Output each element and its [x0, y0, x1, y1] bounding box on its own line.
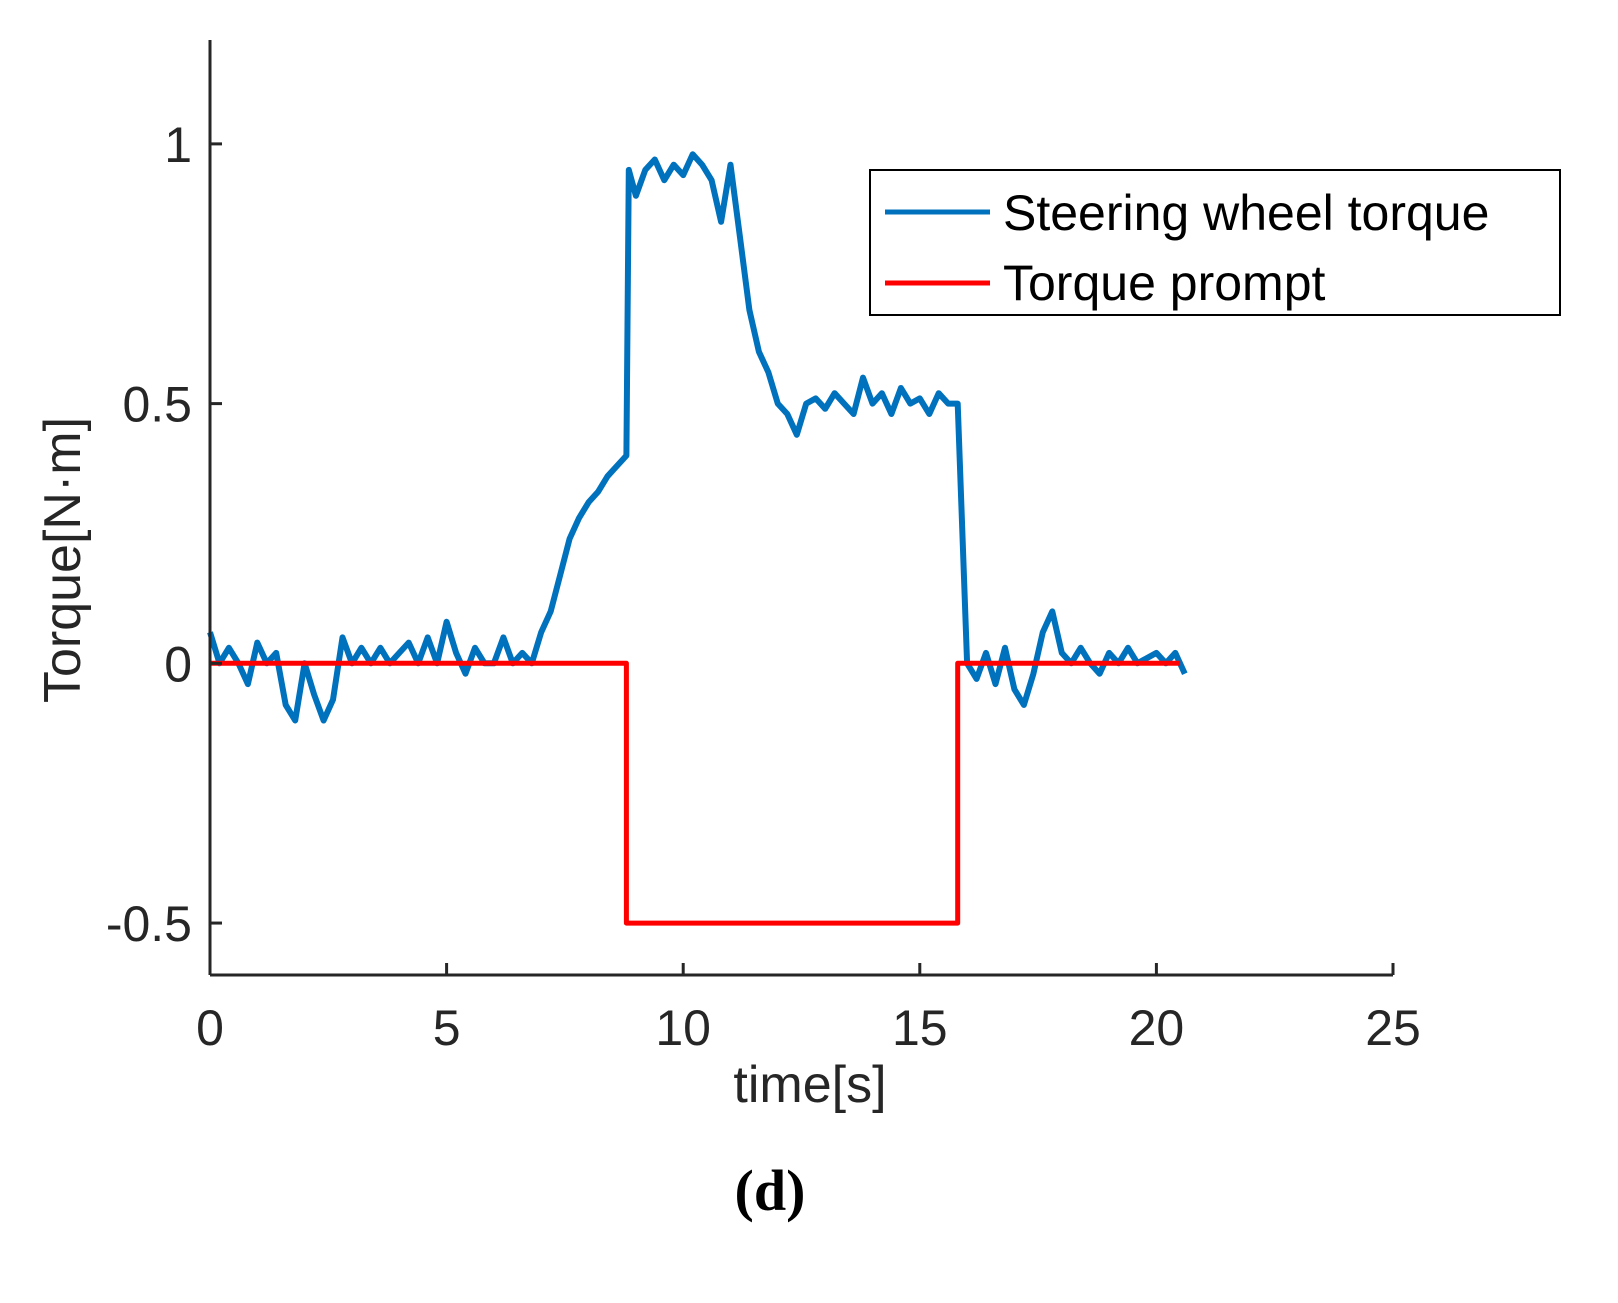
y-tick-label: 0.5: [122, 377, 192, 433]
y-tick-label: 0: [164, 636, 192, 692]
x-axis-title: time[s]: [733, 1056, 886, 1114]
legend: Steering wheel torque Torque prompt: [869, 169, 1561, 316]
x-ticks: 0 5 10 15 20 25: [196, 963, 1421, 1056]
x-tick-label: 5: [433, 1000, 461, 1056]
panel-label: (d): [735, 1158, 806, 1223]
legend-box: [869, 169, 1561, 316]
y-ticks: -0.5 0 0.5 1: [106, 117, 222, 952]
legend-label-torque-prompt: Torque prompt: [1003, 255, 1325, 311]
plot-series: [207, 151, 1188, 926]
y-axis-title: Torque[N·m]: [34, 417, 92, 703]
series-line-steering-wheel-torque: [207, 151, 1188, 724]
x-tick-label: 25: [1365, 1000, 1421, 1056]
x-tick-label: 0: [196, 1000, 224, 1056]
x-tick-label: 10: [655, 1000, 711, 1056]
x-tick-label: 20: [1129, 1000, 1185, 1056]
y-tick-label: -0.5: [106, 896, 192, 952]
legend-label-steering-wheel-torque: Steering wheel torque: [1003, 185, 1489, 241]
x-tick-label: 15: [892, 1000, 948, 1056]
series-line-torque-prompt: [210, 660, 1181, 926]
y-tick-label: 1: [164, 117, 192, 173]
